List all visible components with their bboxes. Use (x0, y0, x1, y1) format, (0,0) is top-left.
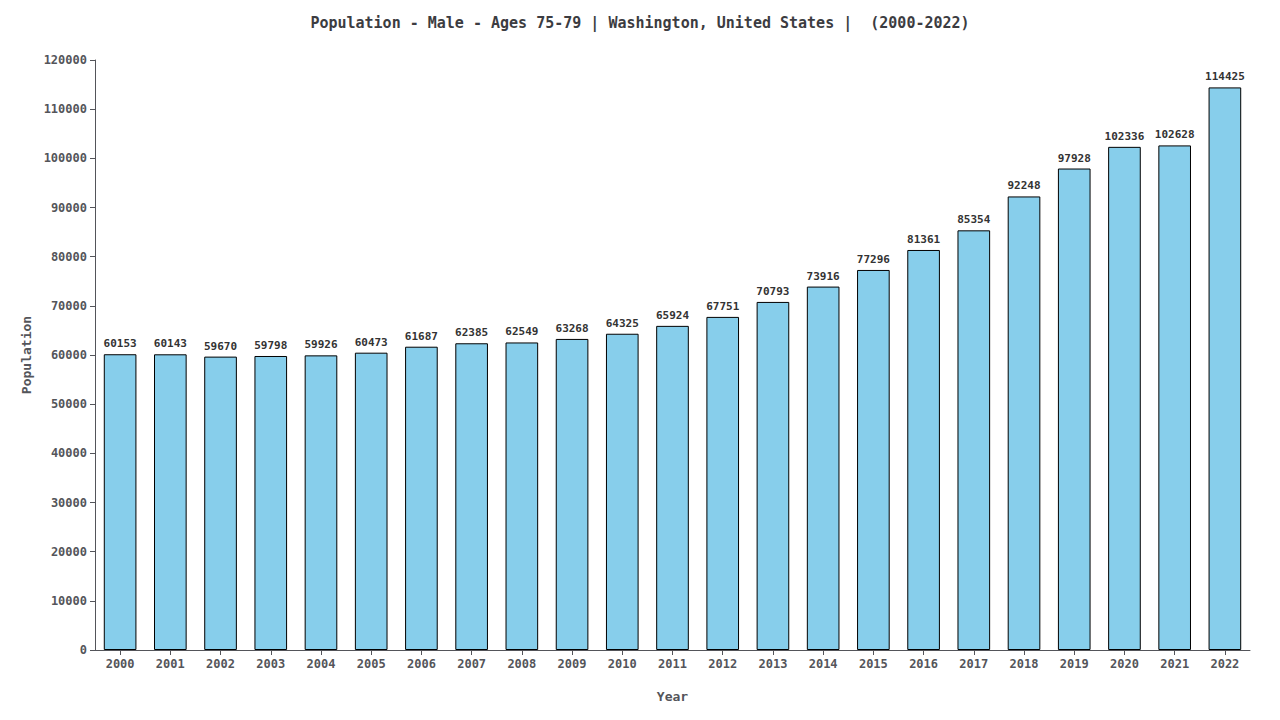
svg-text:59798: 59798 (254, 339, 287, 352)
svg-text:70793: 70793 (756, 285, 789, 298)
svg-text:100000: 100000 (44, 151, 87, 165)
svg-text:90000: 90000 (51, 201, 87, 215)
svg-text:85354: 85354 (957, 213, 990, 226)
svg-text:2001: 2001 (156, 657, 185, 671)
svg-text:2005: 2005 (357, 657, 386, 671)
svg-text:65924: 65924 (656, 309, 689, 322)
svg-text:59926: 59926 (304, 338, 337, 351)
svg-text:2009: 2009 (558, 657, 587, 671)
svg-text:2022: 2022 (1210, 657, 1239, 671)
svg-text:2003: 2003 (256, 657, 285, 671)
svg-text:70000: 70000 (51, 299, 87, 313)
svg-text:2014: 2014 (809, 657, 838, 671)
svg-text:102336: 102336 (1105, 130, 1145, 143)
svg-text:10000: 10000 (51, 594, 87, 608)
svg-text:92248: 92248 (1007, 179, 1040, 192)
svg-text:60473: 60473 (355, 336, 388, 349)
svg-text:2002: 2002 (206, 657, 235, 671)
svg-text:2011: 2011 (658, 657, 687, 671)
svg-text:20000: 20000 (51, 545, 87, 559)
svg-text:Population - Male - Ages 75-79: Population - Male - Ages 75-79 | Washing… (310, 14, 969, 33)
svg-text:73916: 73916 (807, 270, 840, 283)
svg-text:40000: 40000 (51, 446, 87, 460)
svg-text:62549: 62549 (505, 325, 538, 338)
svg-text:63268: 63268 (556, 322, 589, 335)
svg-text:2018: 2018 (1010, 657, 1039, 671)
svg-text:2007: 2007 (457, 657, 486, 671)
svg-text:2013: 2013 (758, 657, 787, 671)
svg-text:59670: 59670 (204, 340, 237, 353)
svg-text:2000: 2000 (106, 657, 135, 671)
svg-text:0: 0 (80, 643, 87, 657)
svg-text:120000: 120000 (44, 53, 87, 67)
svg-text:62385: 62385 (455, 326, 488, 339)
svg-text:2015: 2015 (859, 657, 888, 671)
svg-text:2006: 2006 (407, 657, 436, 671)
svg-text:30000: 30000 (51, 496, 87, 510)
svg-text:Population: Population (19, 316, 34, 394)
svg-text:2020: 2020 (1110, 657, 1139, 671)
svg-text:77296: 77296 (857, 253, 890, 266)
svg-text:2017: 2017 (959, 657, 988, 671)
svg-text:60153: 60153 (104, 337, 137, 350)
svg-text:2019: 2019 (1060, 657, 1089, 671)
svg-text:110000: 110000 (44, 102, 87, 116)
svg-text:61687: 61687 (405, 330, 438, 343)
svg-text:81361: 81361 (907, 233, 940, 246)
svg-text:50000: 50000 (51, 397, 87, 411)
svg-text:Year: Year (657, 689, 688, 704)
svg-text:102628: 102628 (1155, 128, 1195, 141)
svg-text:2021: 2021 (1160, 657, 1189, 671)
svg-text:97928: 97928 (1058, 152, 1091, 165)
svg-text:60143: 60143 (154, 337, 187, 350)
svg-text:60000: 60000 (51, 348, 87, 362)
svg-text:2010: 2010 (608, 657, 637, 671)
svg-text:114425: 114425 (1205, 70, 1245, 83)
svg-text:2016: 2016 (909, 657, 938, 671)
svg-text:2004: 2004 (307, 657, 336, 671)
svg-text:67751: 67751 (706, 300, 739, 313)
svg-text:2012: 2012 (708, 657, 737, 671)
svg-text:64325: 64325 (606, 317, 639, 330)
svg-text:80000: 80000 (51, 250, 87, 264)
svg-text:2008: 2008 (507, 657, 536, 671)
